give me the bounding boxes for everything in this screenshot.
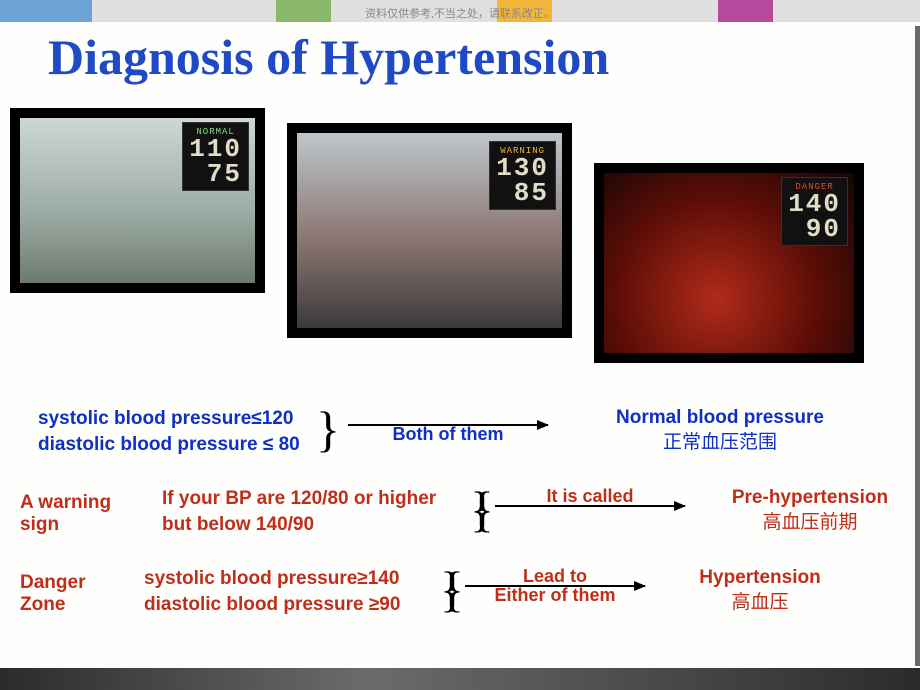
normal-arrow: Both of them xyxy=(348,406,548,445)
danger-result-cn: 高血压 xyxy=(660,591,860,616)
normal-condition: systolic blood pressure≤120 diastolic bl… xyxy=(38,406,300,457)
danger-arrow: Lead to Either of them xyxy=(465,566,645,606)
bp-display-warning: WARNING 130 85 xyxy=(489,141,556,210)
normal-arrow-label: Both of them xyxy=(348,424,548,445)
normal-cond-line1: systolic blood pressure≤120 xyxy=(38,406,300,432)
danger-prefix-2: Zone xyxy=(20,594,120,616)
normal-result-cn: 正常血压范围 xyxy=(590,431,850,456)
normal-result-en: Normal blood pressure xyxy=(590,406,850,431)
brace-icon: } xyxy=(440,564,464,614)
right-edge-decor xyxy=(915,26,920,666)
warning-arrow: It is called xyxy=(495,486,685,507)
warning-cond-2: but below 140/90 xyxy=(162,512,436,538)
warning-condition: If your BP are 120/80 or higher but belo… xyxy=(162,486,436,537)
bp-dia-danger: 90 xyxy=(788,217,841,242)
bp-display-normal: NORMAL 110 75 xyxy=(182,122,249,191)
danger-cond-1: systolic blood pressure≥140 xyxy=(144,566,400,592)
warning-prefix-2: sign xyxy=(20,514,140,536)
bp-display-danger: DANGER 140 90 xyxy=(781,177,848,246)
photo-danger: DANGER 140 90 xyxy=(594,163,864,363)
bp-sys-danger: 140 xyxy=(788,192,841,217)
warning-prefix: A warning sign xyxy=(20,492,140,536)
slide-title: Diagnosis of Hypertension xyxy=(48,28,609,86)
warning-result: Pre-hypertension 高血压前期 xyxy=(710,486,910,535)
danger-cond-2: diastolic blood pressure ≥90 xyxy=(144,592,400,618)
row-normal: systolic blood pressure≤120 diastolic bl… xyxy=(20,400,900,468)
row-danger: Danger Zone { systolic blood pressure≥14… xyxy=(20,560,900,628)
brace-icon: } xyxy=(470,484,494,534)
row-warning: A warning sign { If your BP are 120/80 o… xyxy=(20,480,900,548)
brace-icon: } xyxy=(316,404,340,454)
bp-sys-warning: 130 xyxy=(496,156,549,181)
danger-prefix-1: Danger xyxy=(20,572,120,594)
diagnosis-diagram: systolic blood pressure≤120 diastolic bl… xyxy=(20,400,900,640)
danger-condition: systolic blood pressure≥140 diastolic bl… xyxy=(144,566,400,617)
warning-result-en: Pre-hypertension xyxy=(710,486,910,511)
normal-result: Normal blood pressure 正常血压范围 xyxy=(590,406,850,455)
danger-prefix: Danger Zone xyxy=(20,572,120,616)
bottom-edge-decor xyxy=(0,668,920,690)
danger-result: Hypertension 高血压 xyxy=(660,566,860,615)
danger-result-en: Hypertension xyxy=(660,566,860,591)
photo-row: NORMAL 110 75 WARNING 130 85 DANGER 140 … xyxy=(10,108,910,363)
photo-normal: NORMAL 110 75 xyxy=(10,108,265,293)
photo-warning: WARNING 130 85 xyxy=(287,123,572,338)
warning-arrow-label: It is called xyxy=(495,486,685,507)
warning-cond-1: If your BP are 120/80 or higher xyxy=(162,486,436,512)
bp-dia-warning: 85 xyxy=(496,181,549,206)
danger-arrow-label-bot: Either of them xyxy=(465,585,645,606)
watermark-text: 资料仅供参考,不当之处，请联系改正。 xyxy=(0,5,920,21)
warning-result-cn: 高血压前期 xyxy=(710,511,910,536)
normal-cond-line2: diastolic blood pressure ≤ 80 xyxy=(38,432,300,458)
bp-sys-normal: 110 xyxy=(189,137,242,162)
warning-prefix-1: A warning xyxy=(20,492,140,514)
bp-dia-normal: 75 xyxy=(189,162,242,187)
danger-arrow-label-top: Lead to xyxy=(465,566,645,587)
